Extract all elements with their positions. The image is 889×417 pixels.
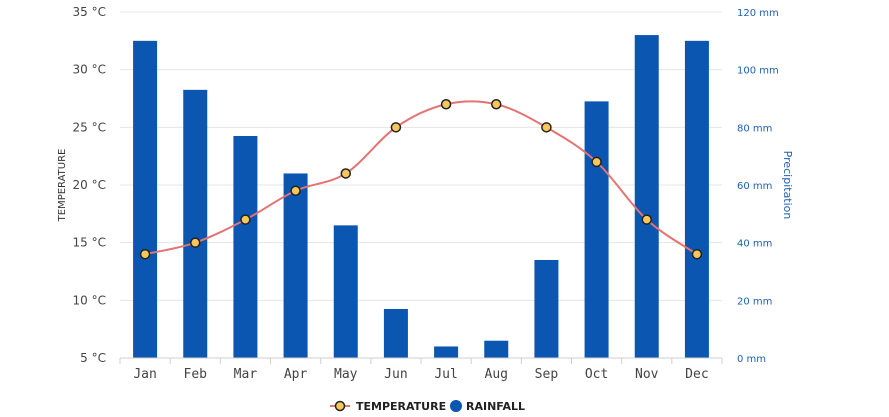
axes: 5 °C 10 °C 15 °C 20 °C 25 °C 30 °C 35 °C 0 mm 20…	[73, 5, 779, 382]
temperature-point	[340, 168, 351, 179]
legend: TEMPERATURE RAINFALL	[330, 400, 525, 413]
y-axis-title-left: TEMPERATURE	[57, 149, 68, 223]
x-tick-label: Nov	[635, 367, 659, 382]
temperature-point	[440, 99, 452, 110]
temperature-point	[641, 214, 652, 225]
rainfall-bar	[684, 40, 709, 358]
rainfall-bar	[283, 173, 308, 358]
y-tick-label-left: 35 °C	[73, 5, 106, 19]
rainfall-bar	[383, 308, 408, 358]
rainfall-bar	[333, 225, 358, 358]
y-tick-label-left: 10 °C	[73, 293, 106, 307]
y-tick-label-left: 5 °C	[80, 351, 106, 365]
legend-rainfall-swatch-icon	[450, 400, 462, 412]
temperature-line	[144, 100, 698, 256]
x-tick-label: May	[334, 367, 358, 382]
y-tick-label-right: 0 mm	[737, 354, 766, 365]
y-tick-label-left: 25 °C	[73, 120, 106, 134]
y-tick-label-right: 80 mm	[737, 123, 772, 134]
rainfall-bar	[233, 135, 258, 358]
x-tick-label: Apr	[284, 367, 308, 382]
y-tick-label-right: 60 mm	[737, 181, 772, 192]
legend-rainfall-label: RAINFALL	[466, 400, 525, 413]
y-tick-label-right: 100 mm	[737, 66, 779, 77]
y-tick-label-left: 30 °C	[73, 63, 106, 77]
rainfall-bar	[634, 35, 659, 359]
temperature-point	[541, 122, 552, 133]
rainfall-bar	[534, 259, 559, 358]
temperature-point	[139, 248, 151, 260]
rainfall-bar	[434, 346, 459, 358]
temperature-point	[691, 248, 703, 260]
rainfall-bar	[183, 89, 208, 358]
temperature-point	[240, 214, 251, 225]
temperature-point	[491, 99, 502, 110]
rainfall-bar	[584, 101, 609, 358]
temperature-series	[139, 99, 703, 260]
y-tick-label-left: 15 °C	[73, 236, 106, 250]
temperature-point	[190, 237, 201, 248]
y-tick-label-right: 40 mm	[737, 239, 772, 250]
legend-item-temperature[interactable]: TEMPERATURE	[330, 400, 446, 413]
x-tick-label: Jul	[434, 367, 457, 382]
x-tick-label: Feb	[184, 367, 208, 382]
rainfall-bar	[484, 340, 509, 358]
y-tick-label-right: 20 mm	[737, 296, 772, 307]
x-tick-label: Sep	[535, 367, 559, 382]
rainfall-bars	[133, 35, 709, 359]
y-axis-title-right: Precipitation	[781, 151, 794, 220]
legend-temperature-label: TEMPERATURE	[356, 400, 446, 413]
rainfall-bar	[133, 40, 158, 358]
gridlines	[120, 11, 722, 359]
temperature-point	[591, 156, 602, 168]
x-tick-label: Jun	[384, 367, 407, 382]
temperature-point	[390, 122, 402, 133]
x-tick-label: Aug	[485, 367, 508, 382]
temperature-point	[290, 185, 301, 197]
x-tick-label: Jan	[133, 367, 156, 382]
x-tick-label: Dec	[685, 367, 708, 382]
legend-temperature-marker-icon	[334, 400, 346, 412]
legend-item-rainfall[interactable]: RAINFALL	[450, 400, 525, 413]
y-tick-label-left: 20 °C	[73, 178, 106, 192]
x-tick-label: Oct	[585, 367, 608, 382]
x-tick-label: Mar	[234, 367, 258, 382]
y-tick-label-right: 120 mm	[737, 8, 779, 19]
